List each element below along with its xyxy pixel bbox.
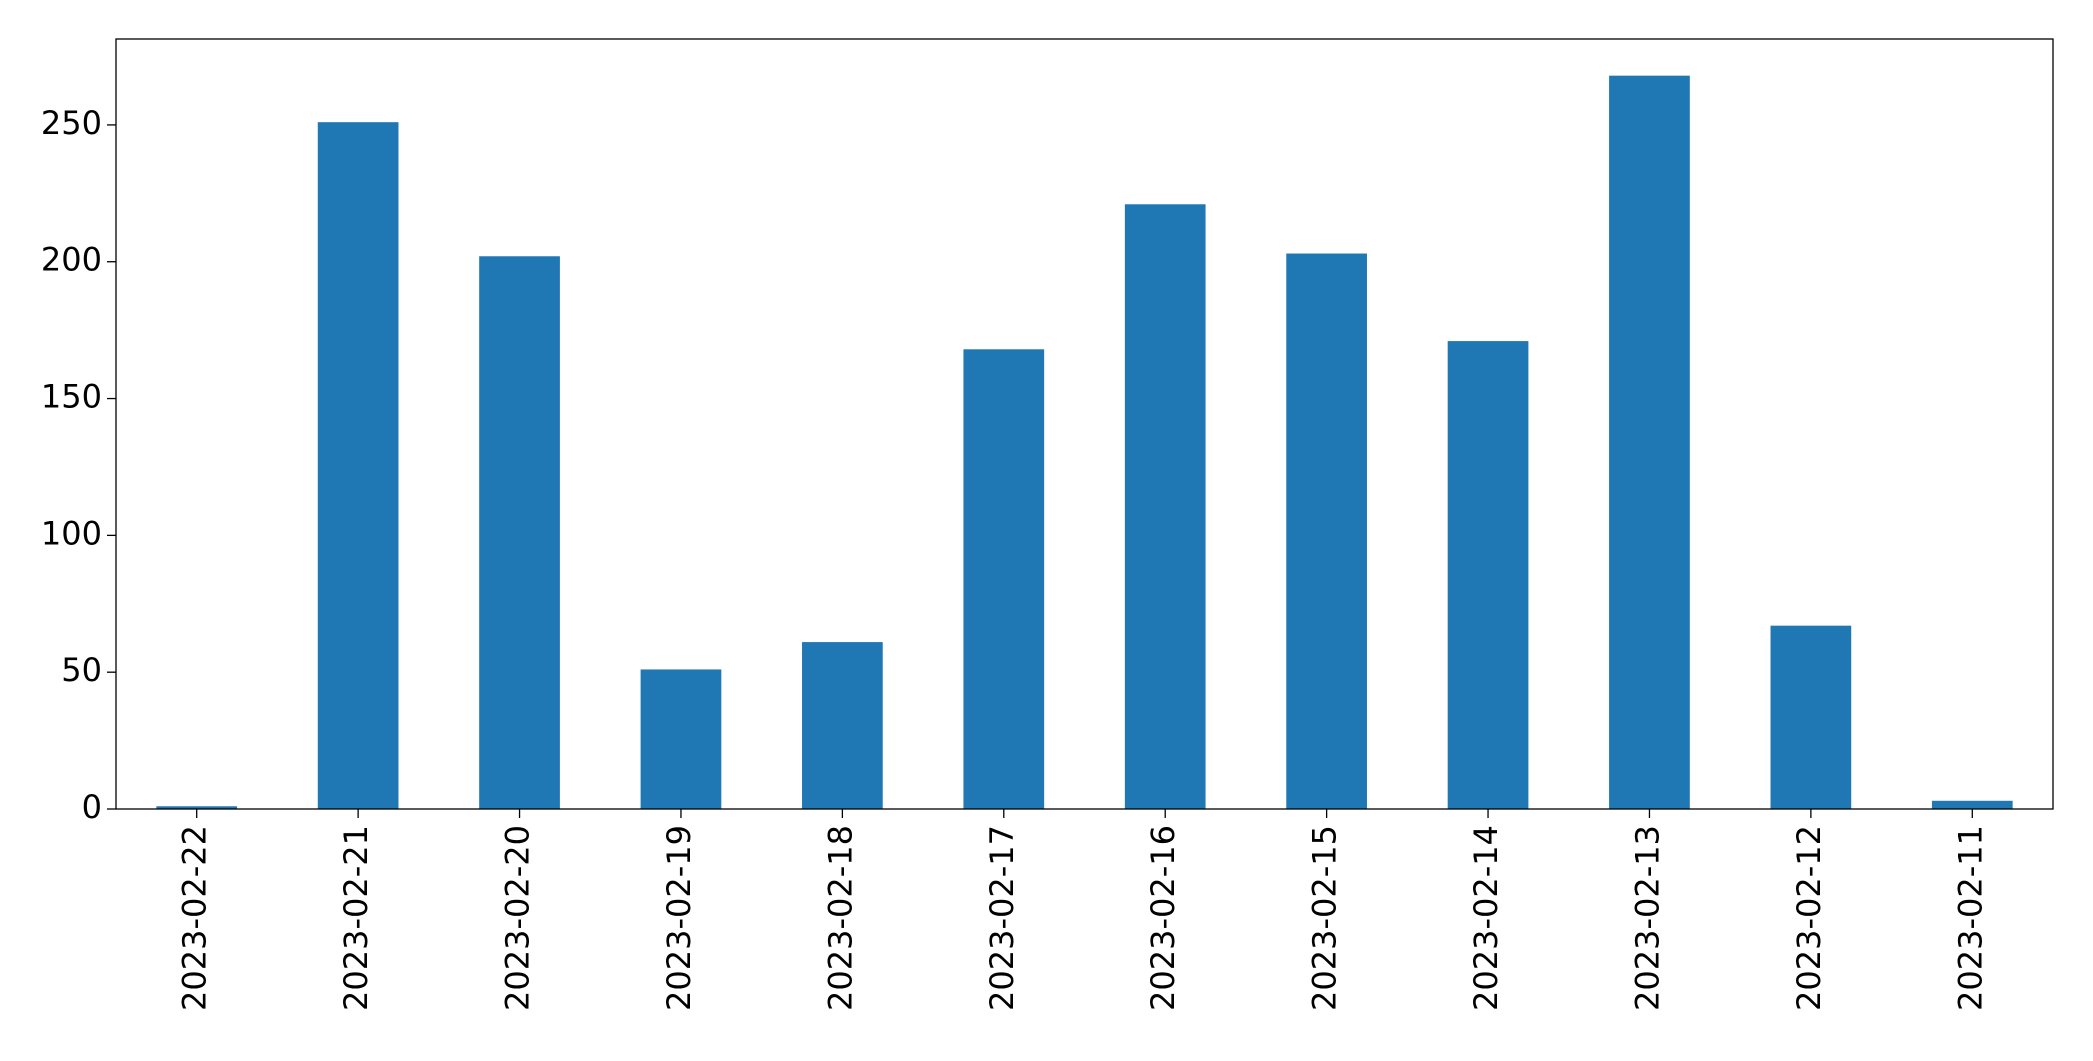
- bar: [640, 669, 722, 809]
- y-tick-label: 50: [61, 651, 102, 689]
- bar: [1286, 253, 1367, 810]
- x-tick-label: 2023-02-15: [1306, 825, 1344, 1011]
- x-tick-label: 2023-02-17: [983, 825, 1021, 1011]
- bar: [1931, 800, 2013, 809]
- x-tick-label: 2023-02-13: [1628, 825, 1666, 1011]
- bar: [479, 256, 560, 809]
- y-tick-label: 250: [41, 104, 102, 142]
- x-tick-label: 2023-02-18: [821, 825, 859, 1011]
- x-tick-label: 2023-02-19: [660, 825, 698, 1011]
- bar: [156, 806, 238, 809]
- x-tick-label: 2023-02-14: [1467, 825, 1505, 1011]
- bar: [1124, 204, 1206, 810]
- x-tick-label: 2023-02-11: [1951, 825, 1989, 1011]
- x-tick-label: 2023-02-12: [1790, 825, 1828, 1011]
- x-tick-label: 2023-02-16: [1144, 825, 1182, 1011]
- x-tick-label: 2023-02-21: [337, 825, 375, 1011]
- bar: [1770, 625, 1852, 809]
- y-tick-label: 150: [41, 378, 102, 416]
- x-tick-label: 2023-02-22: [176, 825, 214, 1011]
- bar: [963, 349, 1045, 809]
- y-tick-label: 100: [41, 514, 102, 552]
- bar: [802, 642, 883, 809]
- y-tick-label: 0: [82, 788, 102, 826]
- y-tick-label: 200: [41, 241, 102, 279]
- bar: [1609, 75, 1690, 809]
- x-tick-label: 2023-02-20: [499, 825, 537, 1011]
- bar: [1447, 341, 1529, 809]
- plot-frame: [115, 38, 2054, 810]
- bar: [317, 122, 399, 809]
